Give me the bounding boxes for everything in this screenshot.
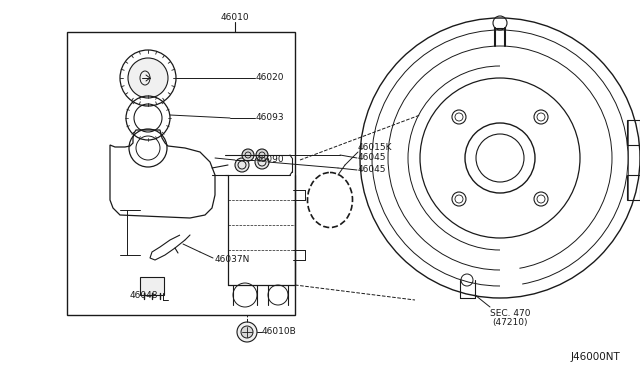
Circle shape xyxy=(241,326,253,338)
Text: 46010: 46010 xyxy=(221,13,250,22)
Circle shape xyxy=(534,110,548,124)
Text: 46015K: 46015K xyxy=(358,144,392,153)
Circle shape xyxy=(237,322,257,342)
Circle shape xyxy=(128,58,168,98)
Circle shape xyxy=(256,149,268,161)
Bar xyxy=(67,32,295,315)
Bar xyxy=(140,277,164,295)
Text: 46045: 46045 xyxy=(358,154,387,163)
Bar xyxy=(627,120,640,145)
Circle shape xyxy=(242,149,254,161)
Circle shape xyxy=(255,155,269,169)
Text: SEC. 470: SEC. 470 xyxy=(490,308,531,317)
Circle shape xyxy=(534,192,548,206)
Text: 46037N: 46037N xyxy=(215,256,250,264)
Text: J46000NT: J46000NT xyxy=(570,352,620,362)
Text: 46048: 46048 xyxy=(130,291,159,299)
Text: (47210): (47210) xyxy=(492,318,528,327)
Bar xyxy=(627,175,640,200)
Text: 46010B: 46010B xyxy=(262,327,297,337)
Circle shape xyxy=(235,158,249,172)
Text: 46090: 46090 xyxy=(256,155,285,164)
Text: 46093: 46093 xyxy=(256,113,285,122)
Circle shape xyxy=(452,110,466,124)
Text: 46045: 46045 xyxy=(358,166,387,174)
Text: 46020: 46020 xyxy=(256,74,285,83)
Circle shape xyxy=(452,192,466,206)
